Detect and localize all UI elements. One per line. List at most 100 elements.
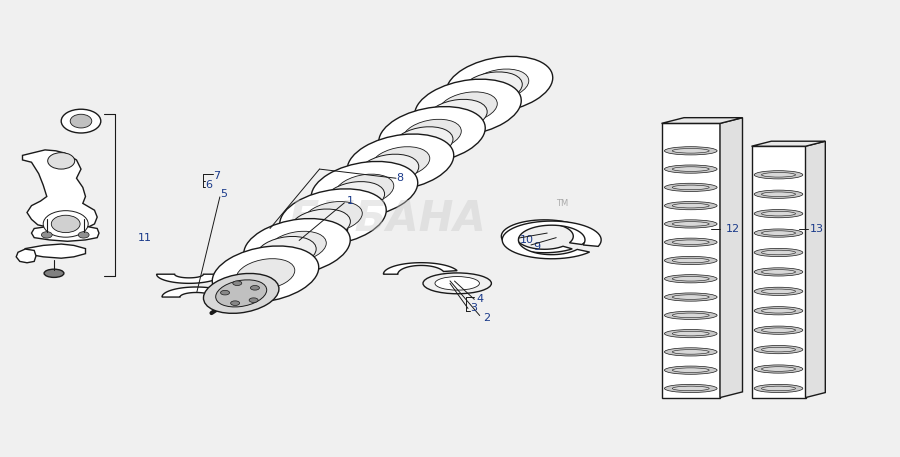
Ellipse shape xyxy=(672,258,709,263)
Ellipse shape xyxy=(44,269,64,277)
Text: 8: 8 xyxy=(396,173,403,183)
Circle shape xyxy=(230,301,239,305)
Text: 5: 5 xyxy=(220,189,228,199)
Ellipse shape xyxy=(280,189,386,245)
Ellipse shape xyxy=(316,187,381,222)
Ellipse shape xyxy=(664,348,717,356)
Ellipse shape xyxy=(267,231,327,262)
Ellipse shape xyxy=(41,232,52,238)
Ellipse shape xyxy=(416,105,481,139)
Ellipse shape xyxy=(43,211,88,237)
Ellipse shape xyxy=(244,218,350,275)
Ellipse shape xyxy=(761,347,796,352)
Polygon shape xyxy=(752,146,806,398)
Text: 9: 9 xyxy=(534,242,541,252)
Text: 12: 12 xyxy=(726,223,741,234)
Ellipse shape xyxy=(371,147,430,178)
Ellipse shape xyxy=(761,328,796,333)
Text: 10: 10 xyxy=(520,235,535,245)
Ellipse shape xyxy=(303,202,363,233)
Text: 2: 2 xyxy=(483,313,490,323)
Ellipse shape xyxy=(402,119,462,150)
Ellipse shape xyxy=(349,159,414,193)
Ellipse shape xyxy=(236,259,295,290)
Ellipse shape xyxy=(325,181,384,213)
Ellipse shape xyxy=(761,250,796,255)
Ellipse shape xyxy=(754,287,803,295)
Ellipse shape xyxy=(70,114,92,128)
Ellipse shape xyxy=(212,246,319,303)
Text: БИБАНА: БИБАНА xyxy=(288,198,486,240)
Ellipse shape xyxy=(664,238,717,246)
Polygon shape xyxy=(32,225,99,241)
Ellipse shape xyxy=(438,92,498,123)
Ellipse shape xyxy=(754,365,803,373)
Polygon shape xyxy=(162,287,230,297)
Polygon shape xyxy=(752,141,825,146)
Ellipse shape xyxy=(761,211,796,216)
Text: 7: 7 xyxy=(213,171,220,181)
Ellipse shape xyxy=(664,165,717,173)
Ellipse shape xyxy=(256,236,316,268)
Polygon shape xyxy=(806,141,825,398)
Ellipse shape xyxy=(754,307,803,315)
Polygon shape xyxy=(22,150,97,231)
Ellipse shape xyxy=(61,109,101,133)
Ellipse shape xyxy=(664,220,717,228)
Ellipse shape xyxy=(672,149,709,153)
Ellipse shape xyxy=(446,56,553,113)
Ellipse shape xyxy=(761,192,796,197)
Ellipse shape xyxy=(379,106,485,163)
Ellipse shape xyxy=(761,270,796,274)
Ellipse shape xyxy=(664,311,717,319)
Ellipse shape xyxy=(415,79,521,136)
Ellipse shape xyxy=(761,172,796,177)
Ellipse shape xyxy=(754,170,803,179)
Ellipse shape xyxy=(664,275,717,283)
Ellipse shape xyxy=(672,386,709,391)
Ellipse shape xyxy=(664,183,717,191)
Ellipse shape xyxy=(664,293,717,301)
Text: 3: 3 xyxy=(470,303,477,314)
Polygon shape xyxy=(501,220,588,253)
Ellipse shape xyxy=(291,209,350,241)
Ellipse shape xyxy=(761,367,796,371)
Ellipse shape xyxy=(470,69,529,100)
Ellipse shape xyxy=(672,185,709,190)
Ellipse shape xyxy=(78,232,89,238)
Polygon shape xyxy=(720,118,742,398)
Ellipse shape xyxy=(754,249,803,257)
Ellipse shape xyxy=(761,289,796,293)
Text: TM: TM xyxy=(556,199,569,208)
Polygon shape xyxy=(662,118,742,123)
Ellipse shape xyxy=(48,153,75,169)
Circle shape xyxy=(250,286,259,290)
Ellipse shape xyxy=(754,229,803,237)
Polygon shape xyxy=(502,221,601,259)
Ellipse shape xyxy=(311,161,418,218)
Ellipse shape xyxy=(672,368,709,372)
Text: 13: 13 xyxy=(810,223,824,234)
Ellipse shape xyxy=(347,134,454,191)
Ellipse shape xyxy=(672,295,709,299)
Ellipse shape xyxy=(283,215,347,250)
Ellipse shape xyxy=(754,268,803,276)
Ellipse shape xyxy=(672,222,709,226)
Text: 11: 11 xyxy=(138,233,152,243)
Ellipse shape xyxy=(463,72,522,104)
Ellipse shape xyxy=(359,154,418,186)
Ellipse shape xyxy=(672,331,709,336)
Ellipse shape xyxy=(754,345,803,354)
Ellipse shape xyxy=(754,209,803,218)
Polygon shape xyxy=(383,263,457,274)
Ellipse shape xyxy=(672,203,709,208)
Ellipse shape xyxy=(664,366,717,374)
Ellipse shape xyxy=(672,313,709,318)
Ellipse shape xyxy=(435,276,480,290)
Ellipse shape xyxy=(754,384,803,393)
Text: 6: 6 xyxy=(205,180,212,190)
Ellipse shape xyxy=(428,99,487,131)
Circle shape xyxy=(220,290,230,295)
Ellipse shape xyxy=(664,329,717,338)
Ellipse shape xyxy=(393,127,453,159)
